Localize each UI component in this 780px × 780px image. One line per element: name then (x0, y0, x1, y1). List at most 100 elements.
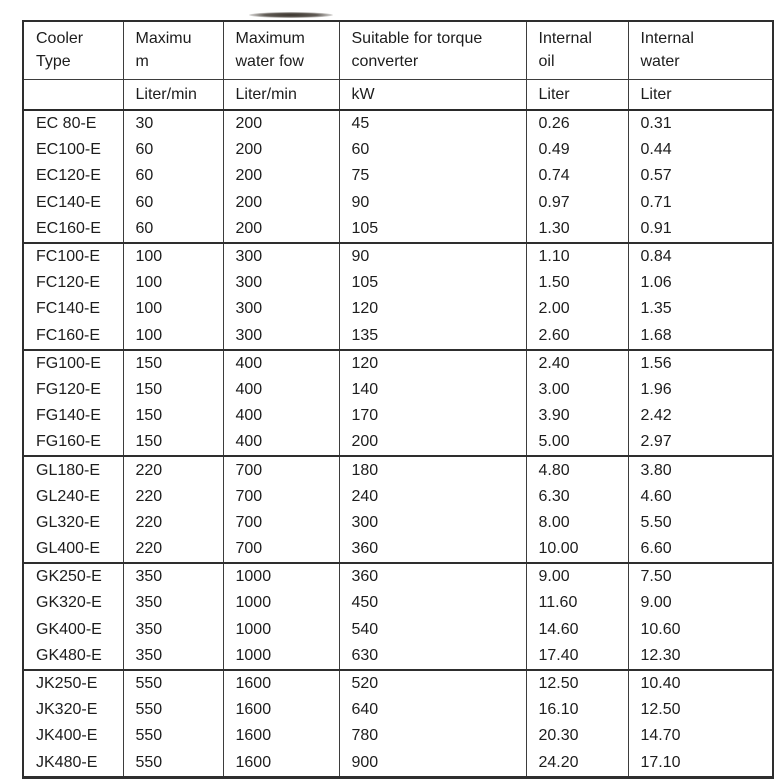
value-cell: 4.60 (640, 487, 672, 505)
value-cell: 1.06 (640, 274, 672, 292)
value-cell: 14.70 (640, 727, 681, 745)
value-cell: 180 (339, 456, 527, 484)
row-group-gk: GK250-E 350 1000 360 9.00 7.50 GK320-E 350 1000 4… (23, 563, 773, 670)
cooler-type-cell: FG140-E (23, 403, 124, 430)
value-cell: 350 (123, 563, 224, 591)
value-cell: 12.50 (640, 701, 681, 719)
value-cell: 1000 (223, 563, 340, 591)
cooler-type-cell: EC120-E (23, 163, 124, 190)
value-cell: 60 (123, 163, 224, 190)
value-cell: 450 (339, 590, 527, 617)
row-group-jk: JK250-E 550 1600 520 12.50 10.40 JK320-E 550 160… (23, 669, 773, 778)
table-row: FG120-E 150 400 140 3.00 1.96 (23, 376, 773, 404)
row-group-gl: GL180-E 220 700 180 4.80 3.80 GL240-E 220 700 240… (23, 456, 773, 564)
cooler-type-cell: FC120-E (23, 270, 124, 297)
value-cell: 350 (123, 590, 224, 617)
value-cell: 120 (339, 296, 527, 323)
unit-maximum-water-flow: Liter/min (223, 79, 340, 111)
value-cell: 60 (123, 215, 224, 243)
cooler-type-cell: GK400-E (23, 616, 124, 643)
value-cell: 90 (339, 189, 527, 216)
value-cell: 550 (123, 749, 224, 778)
table-row: FG140-E 150 400 170 3.90 2.42 (23, 403, 773, 430)
value-cell: 300 (223, 296, 340, 323)
value-cell: 12.30 (640, 646, 681, 664)
value-cell: 105 (339, 215, 527, 243)
cooler-type-cell: FC100-E (23, 242, 124, 271)
col-header-maximum-water-flow: Maximum water fow (223, 21, 340, 80)
value-cell: 105 (339, 270, 527, 297)
value-cell: 7.50 (640, 568, 672, 586)
value-cell: 700 (223, 536, 340, 564)
col-header-maximum: Maximu m (123, 21, 224, 80)
value-cell: 1.50 (526, 270, 629, 297)
value-cell: 0.49 (526, 137, 629, 164)
value-cell: 360 (339, 563, 527, 591)
value-cell: 1.56 (640, 354, 672, 372)
table-row: FC160-E 100 300 135 2.60 1.68 (23, 322, 773, 350)
value-cell: 60 (123, 189, 224, 216)
value-cell: 120 (339, 349, 527, 377)
table-row: GK250-E 350 1000 360 9.00 7.50 (23, 563, 773, 591)
value-cell: 0.44 (640, 141, 672, 159)
cooler-type-cell: FC160-E (23, 322, 124, 350)
value-cell: 10.40 (640, 675, 681, 693)
header-title-row: Cooler Type Maximu m Maximum water fow S… (23, 21, 773, 80)
value-cell: 2.60 (526, 322, 629, 350)
col-header-torque-converter: Suitable for torque converter (339, 21, 527, 80)
value-cell: 60 (123, 137, 224, 164)
value-cell: 0.26 (526, 110, 629, 138)
table-row: GL180-E 220 700 180 4.80 3.80 (23, 456, 773, 484)
value-cell: 0.57 (640, 167, 672, 185)
value-cell: 220 (123, 536, 224, 564)
value-cell: 16.10 (526, 697, 629, 724)
cooler-type-cell: GL240-E (23, 483, 124, 510)
cooler-type-cell: FG120-E (23, 376, 124, 404)
value-cell: 630 (339, 642, 527, 670)
value-cell: 200 (339, 429, 527, 457)
value-cell: 400 (223, 403, 340, 430)
value-cell: 220 (123, 456, 224, 484)
table-row: FC120-E 100 300 105 1.50 1.06 (23, 270, 773, 297)
value-cell: 350 (123, 616, 224, 643)
value-cell: 30 (123, 110, 224, 138)
table-row: EC140-E 60 200 90 0.97 0.71 (23, 189, 773, 216)
value-cell: 150 (123, 429, 224, 457)
value-cell: 360 (339, 536, 527, 564)
value-cell: 14.60 (526, 616, 629, 643)
value-cell: 9.00 (526, 563, 629, 591)
value-cell: 100 (123, 270, 224, 297)
value-cell: 140 (339, 376, 527, 404)
value-cell: 17.40 (526, 642, 629, 670)
row-group-fc: FC100-E 100 300 90 1.10 0.84 FC120-E 100 300 105 1… (23, 242, 773, 350)
value-cell: 3.00 (526, 376, 629, 404)
value-cell: 780 (339, 723, 527, 750)
value-cell: 1.96 (640, 380, 672, 398)
header-unit-row: Liter/min Liter/min kW Liter Liter (23, 79, 773, 111)
value-cell: 200 (223, 110, 340, 138)
value-cell: 400 (223, 376, 340, 404)
value-cell: 1000 (223, 642, 340, 670)
value-cell: 1000 (223, 590, 340, 617)
value-cell: 75 (339, 163, 527, 190)
table-row: EC100-E 60 200 60 0.49 0.44 (23, 137, 773, 164)
table-row: GL240-E 220 700 240 6.30 4.60 (23, 483, 773, 510)
value-cell: 1000 (223, 616, 340, 643)
value-cell: 11.60 (526, 590, 629, 617)
value-cell: 1600 (223, 697, 340, 724)
unit-cooler-type (23, 79, 124, 111)
value-cell: 100 (123, 322, 224, 350)
value-cell: 2.97 (640, 433, 672, 451)
cooler-type-cell: GL180-E (23, 456, 124, 484)
value-cell: 17.10 (640, 753, 681, 771)
value-cell: 6.60 (640, 540, 672, 558)
value-cell: 2.42 (640, 407, 672, 425)
value-cell: 10.60 (640, 620, 681, 638)
cooler-type-cell: FC140-E (23, 296, 124, 323)
value-cell: 3.90 (526, 403, 629, 430)
value-cell: 1.10 (526, 242, 629, 271)
value-cell: 1600 (223, 669, 340, 698)
value-cell: 200 (223, 163, 340, 190)
value-cell: 90 (339, 242, 527, 271)
value-cell: 1600 (223, 723, 340, 750)
